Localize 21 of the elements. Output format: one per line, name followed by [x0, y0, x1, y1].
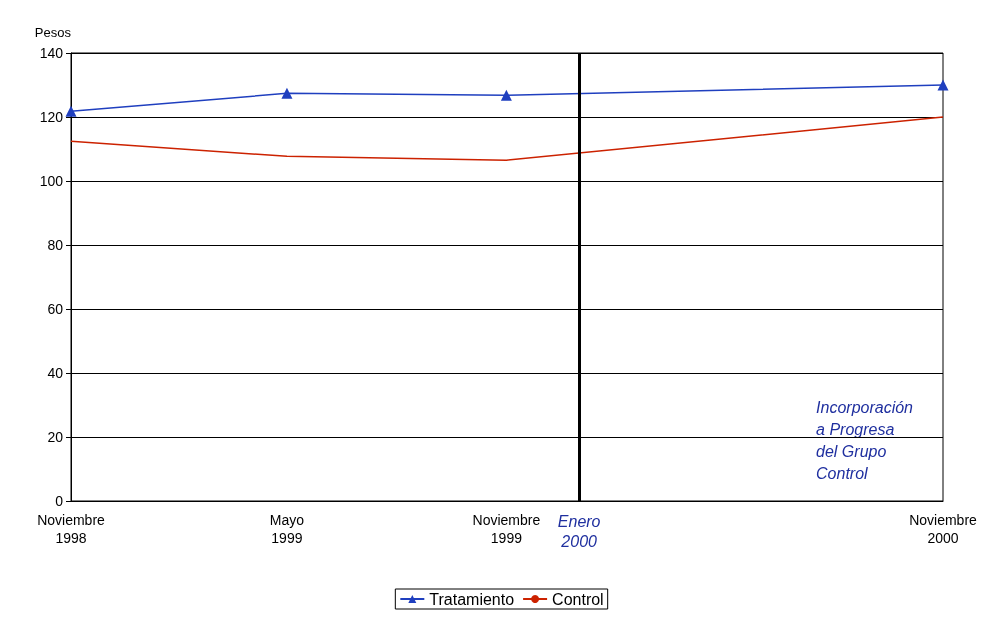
y-tick-label: 120: [39, 109, 64, 125]
y-tick-label: 80: [47, 237, 64, 253]
x-tick-label: Noviembre 1999: [472, 512, 541, 546]
annotation: Incorporación a Progresa del Grupo Control: [816, 398, 914, 482]
y-tick-label: 60: [47, 301, 64, 317]
point: [281, 87, 293, 99]
legend-label: Control: [552, 590, 604, 608]
x-tick-label: Mayo 1999: [269, 512, 305, 546]
x-tick-label: Noviembre 2000: [909, 512, 978, 546]
point: [937, 79, 949, 91]
y-tick-label: 140: [39, 45, 64, 61]
y-tick-label: 40: [47, 365, 64, 381]
point: [500, 89, 512, 101]
point: [65, 105, 77, 117]
legend-label: Tratamiento: [429, 590, 515, 608]
y-axis-title: Pesos: [34, 25, 72, 40]
y-tick-label: 100: [39, 173, 64, 189]
x-tick-label: Noviembre 1998: [37, 512, 106, 546]
y-tick-label: 0: [55, 493, 64, 509]
ref-line-label: Enero 2000: [557, 512, 601, 550]
y-tick-label: 20: [47, 429, 64, 445]
